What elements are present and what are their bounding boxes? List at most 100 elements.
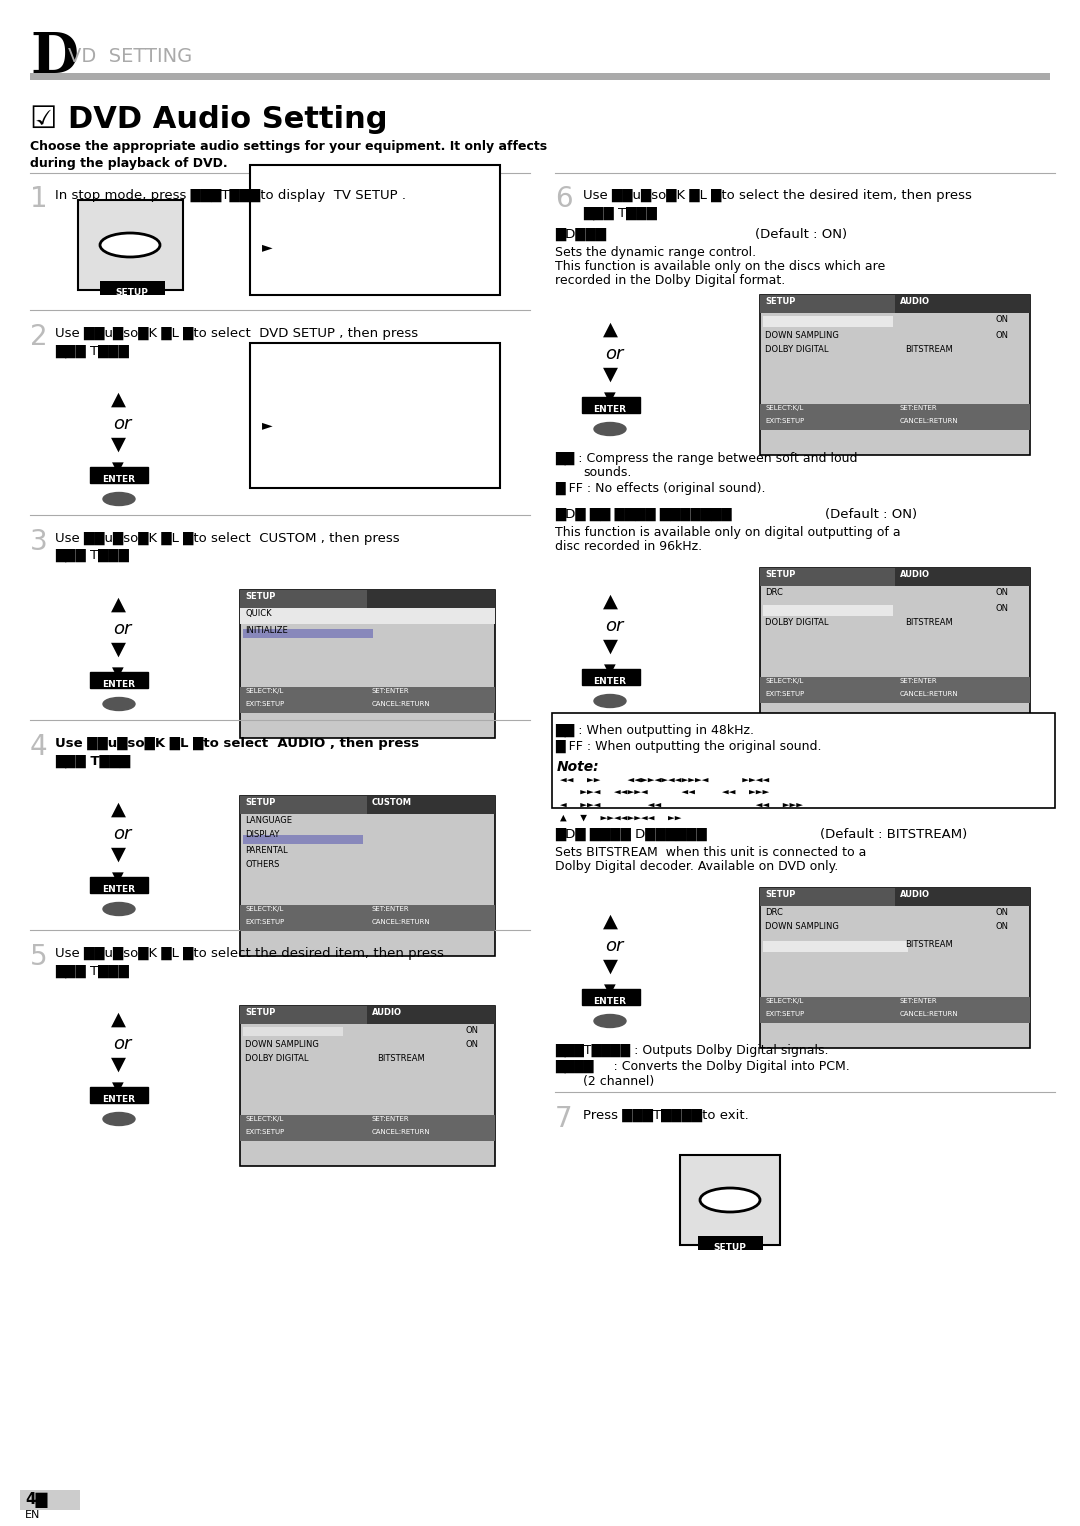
Bar	[240, 687, 495, 700]
Text: ██ : When outputting in 48kHz.: ██ : When outputting in 48kHz.	[555, 723, 754, 737]
Text: ▲: ▲	[110, 391, 125, 409]
Text: EXIT:SETUP: EXIT:SETUP	[765, 1012, 805, 1016]
Text: CANCEL:RETURN: CANCEL:RETURN	[900, 1012, 959, 1016]
Bar	[367, 797, 495, 813]
Bar	[90, 877, 148, 893]
Text: VD  SETTING: VD SETTING	[68, 47, 192, 66]
Text: Sets BITSTREAM  when this unit is connected to a: Sets BITSTREAM when this unit is connect…	[555, 845, 866, 859]
Text: ◄◄  ►►    ◄◄►►◄►◄◄►►►◄     ►►◄◄
   ►►◄  ◄◄►►◄     ◄◄    ◄◄  ►►►
◄  ►►◄       ◄◄ : ◄◄ ►► ◄◄►►◄►◄◄►►►◄ ►►◄◄ ►►◄ ◄◄►►◄ ◄◄ ◄◄ …	[561, 775, 804, 823]
Bar	[760, 404, 1030, 417]
Text: ▼: ▼	[603, 636, 618, 656]
Text: ████     : Converts the Dolby Digital into PCM.: ████ : Converts the Dolby Digital into P…	[555, 1061, 850, 1073]
Text: SELECT:K/L: SELECT:K/L	[765, 404, 804, 410]
Text: DISPLAY: DISPLAY	[245, 830, 280, 839]
Bar	[240, 1116, 495, 1128]
Bar	[760, 417, 1030, 430]
Text: 6: 6	[555, 185, 572, 214]
Text: ENTER: ENTER	[103, 885, 135, 894]
Bar	[552, 713, 1055, 807]
Text: EXIT:SETUP: EXIT:SETUP	[765, 418, 805, 424]
Bar	[90, 671, 148, 688]
Text: SETUP: SETUP	[245, 592, 275, 601]
Text: ▲: ▲	[110, 800, 125, 819]
Bar	[760, 888, 1030, 1048]
Text: 3: 3	[30, 528, 48, 555]
Text: BITSTREAM: BITSTREAM	[905, 618, 953, 627]
Text: SET:ENTER: SET:ENTER	[900, 678, 937, 684]
Bar	[243, 835, 363, 844]
Text: Use ██u█so█K █L █to select  CUSTOM , then press
███ T███: Use ██u█so█K █L █to select CUSTOM , then…	[55, 533, 400, 563]
Bar	[240, 905, 495, 919]
Text: AUDIO: AUDIO	[372, 1009, 402, 1016]
Bar	[21, 1489, 80, 1511]
Text: SETUP: SETUP	[714, 1244, 746, 1251]
Text: ON: ON	[995, 331, 1008, 340]
Bar	[240, 797, 495, 955]
Text: sounds.: sounds.	[583, 465, 632, 479]
Bar	[240, 1006, 367, 1024]
Bar	[240, 607, 495, 624]
Bar	[582, 989, 640, 1006]
Text: QUICK: QUICK	[245, 609, 272, 618]
Ellipse shape	[103, 697, 135, 711]
Text: or: or	[113, 415, 132, 433]
Bar	[240, 919, 495, 931]
Text: AUDIO: AUDIO	[900, 298, 930, 307]
Text: ▼: ▼	[603, 365, 618, 385]
Text: DOWN SAMPLING: DOWN SAMPLING	[765, 331, 839, 340]
Text: SETUP: SETUP	[765, 890, 795, 899]
Text: 1: 1	[30, 185, 48, 214]
Bar	[698, 1236, 762, 1250]
Text: or: or	[605, 617, 623, 635]
Text: DOLBY DIGITAL: DOLBY DIGITAL	[765, 345, 828, 354]
Text: SELECT:K/L: SELECT:K/L	[765, 998, 804, 1004]
Text: ON: ON	[995, 314, 1008, 324]
Bar	[760, 690, 1030, 703]
Bar	[895, 295, 1030, 313]
Text: █D█ ██ ████ ███████: █D█ ██ ████ ███████	[555, 508, 731, 522]
Text: ENTER: ENTER	[103, 475, 135, 484]
Bar	[895, 568, 1030, 586]
Bar	[240, 1128, 495, 1141]
Bar	[243, 629, 373, 638]
Text: SETUP: SETUP	[765, 571, 795, 578]
Text: recorded in the Dolby Digital format.: recorded in the Dolby Digital format.	[555, 275, 785, 287]
Ellipse shape	[700, 1189, 760, 1212]
Ellipse shape	[594, 1015, 626, 1027]
Bar	[760, 996, 1030, 1010]
Text: Sets the dynamic range control.: Sets the dynamic range control.	[555, 246, 756, 259]
Text: or: or	[605, 937, 623, 955]
Text: ENTER: ENTER	[594, 404, 626, 414]
Text: ▼: ▼	[110, 639, 125, 659]
Text: ON: ON	[465, 1025, 478, 1035]
Bar	[582, 668, 640, 685]
Text: ►: ►	[262, 240, 272, 253]
Text: ██ : Compress the range between soft and loud: ██ : Compress the range between soft and…	[555, 452, 858, 465]
Text: or: or	[113, 1035, 132, 1053]
Text: DRC: DRC	[765, 588, 783, 597]
Text: ON: ON	[995, 922, 1008, 931]
Bar	[760, 1010, 1030, 1022]
Text: DOLBY DIGITAL: DOLBY DIGITAL	[765, 618, 828, 627]
Bar	[760, 295, 1030, 455]
Bar	[30, 73, 1050, 79]
Text: D: D	[30, 31, 78, 85]
Bar	[240, 1006, 495, 1166]
Text: DOWN SAMPLING: DOWN SAMPLING	[245, 1041, 319, 1048]
Bar	[249, 343, 500, 488]
Bar	[582, 397, 640, 414]
Text: This function is available only on the discs which are: This function is available only on the d…	[555, 259, 886, 273]
Text: (Default : ON): (Default : ON)	[755, 227, 847, 241]
Text: DRC: DRC	[765, 908, 783, 917]
Bar	[100, 281, 165, 295]
Ellipse shape	[594, 694, 626, 708]
Text: PARENTAL: PARENTAL	[245, 845, 287, 855]
Text: SETUP: SETUP	[765, 298, 795, 307]
Ellipse shape	[103, 1112, 135, 1126]
Text: (Default : ON): (Default : ON)	[825, 508, 917, 520]
Text: ▼: ▼	[110, 845, 125, 864]
Bar	[240, 591, 367, 607]
Text: ON: ON	[995, 604, 1008, 613]
Text: █ FF : No effects (original sound).: █ FF : No effects (original sound).	[555, 482, 766, 496]
Text: or: or	[113, 620, 132, 638]
